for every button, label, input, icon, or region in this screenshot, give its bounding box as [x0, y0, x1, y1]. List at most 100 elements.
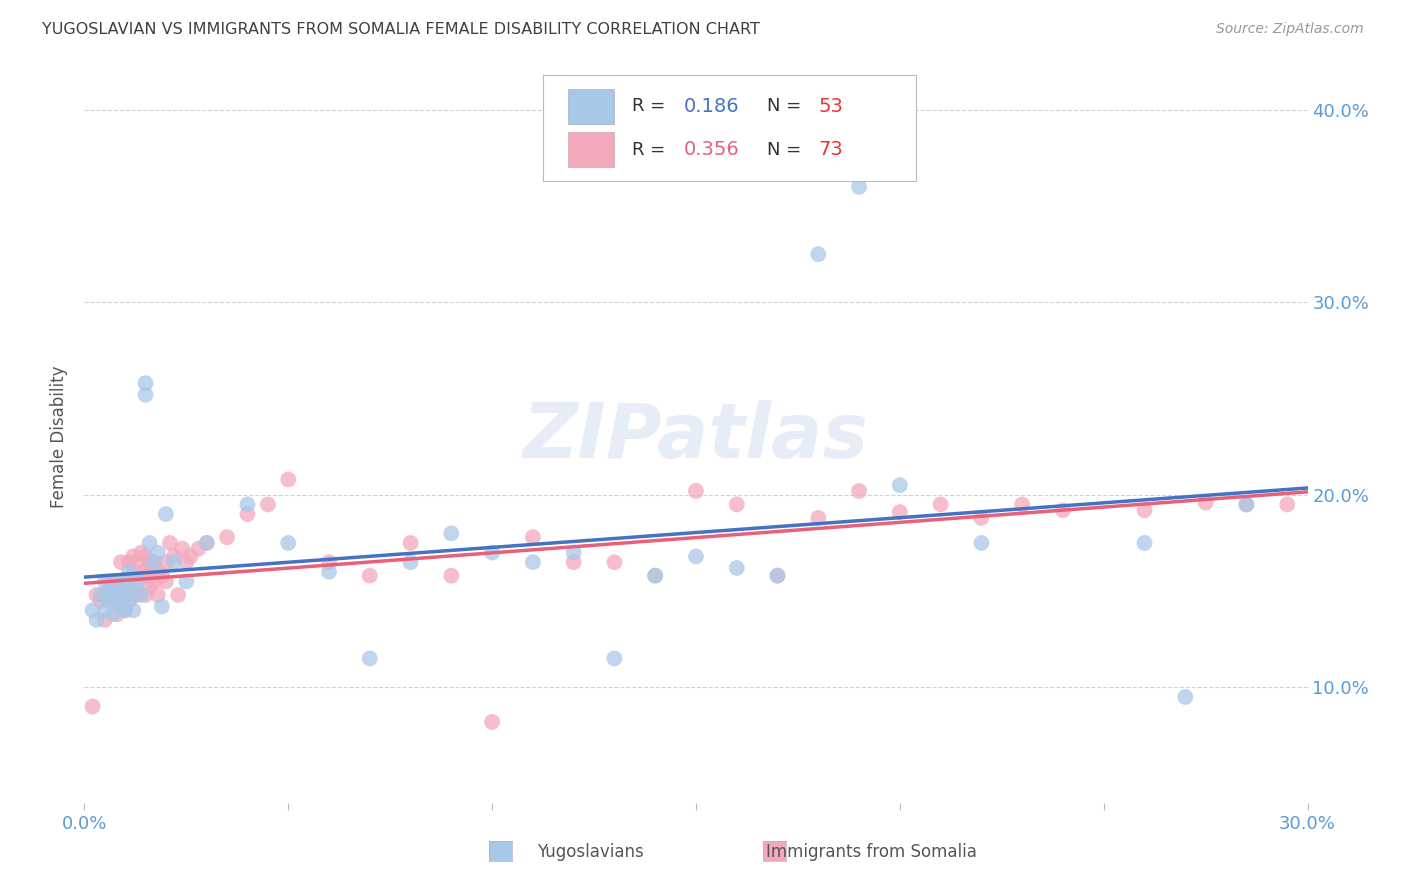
Point [105, 607, 128, 622]
Point [93, 613, 115, 627]
Text: Immigrants from Somalia: Immigrants from Somalia [766, 843, 977, 861]
Point [135, 549, 157, 564]
Point [146, 565, 169, 579]
Point [110, 574, 132, 589]
Point [159, 536, 181, 550]
Point [122, 588, 145, 602]
Point [685, 549, 707, 564]
Point [766, 568, 789, 582]
Point [118, 565, 141, 579]
Point [118, 593, 141, 607]
Point [1236, 498, 1258, 512]
Point [1195, 495, 1218, 509]
Point [135, 588, 157, 602]
Point [86, 588, 108, 602]
FancyBboxPatch shape [568, 89, 614, 124]
Point [127, 574, 149, 589]
Point [131, 565, 153, 579]
Text: Source: ZipAtlas.com: Source: ZipAtlas.com [1216, 22, 1364, 37]
Point [1133, 503, 1156, 517]
Point [163, 549, 186, 564]
Point [807, 247, 830, 261]
Point [86, 613, 108, 627]
Point [90, 588, 112, 602]
Point [110, 574, 132, 589]
Point [127, 574, 149, 589]
Point [155, 507, 177, 521]
Text: N =: N = [766, 141, 807, 159]
Text: ZIPatlas: ZIPatlas [523, 401, 869, 474]
Point [105, 593, 128, 607]
Point [131, 588, 153, 602]
Point [318, 565, 340, 579]
Point [150, 568, 173, 582]
Point [277, 536, 299, 550]
Point [105, 588, 128, 602]
FancyBboxPatch shape [568, 132, 614, 168]
Point [150, 599, 173, 614]
Point [97, 584, 120, 599]
Text: 0.356: 0.356 [683, 140, 740, 160]
Point [481, 714, 503, 729]
Point [138, 536, 160, 550]
Point [114, 588, 136, 602]
FancyBboxPatch shape [543, 75, 917, 181]
Point [257, 498, 280, 512]
Point [603, 651, 626, 665]
Point [110, 555, 132, 569]
Text: R =: R = [633, 97, 671, 115]
Point [135, 568, 157, 582]
Text: YUGOSLAVIAN VS IMMIGRANTS FROM SOMALIA FEMALE DISABILITY CORRELATION CHART: YUGOSLAVIAN VS IMMIGRANTS FROM SOMALIA F… [42, 22, 761, 37]
Point [174, 555, 197, 569]
Point [122, 568, 145, 582]
Point [122, 603, 145, 617]
Point [127, 555, 149, 569]
Point [399, 536, 422, 550]
Point [110, 593, 132, 607]
Point [318, 555, 340, 569]
Point [889, 505, 911, 519]
Point [766, 568, 789, 582]
Point [1236, 498, 1258, 512]
Y-axis label: Female Disability: Female Disability [51, 366, 69, 508]
Point [889, 478, 911, 492]
Point [82, 699, 104, 714]
Text: 0.186: 0.186 [683, 97, 740, 116]
Point [195, 536, 218, 550]
Point [970, 536, 993, 550]
Point [970, 511, 993, 525]
Point [155, 574, 177, 589]
Point [127, 588, 149, 602]
Point [440, 526, 463, 541]
Point [142, 555, 165, 569]
Text: 53: 53 [818, 97, 844, 116]
Point [146, 588, 169, 602]
Point [93, 603, 115, 617]
Point [1052, 503, 1074, 517]
Point [110, 599, 132, 614]
Point [155, 555, 177, 569]
Point [685, 483, 707, 498]
Point [725, 561, 748, 575]
Point [1011, 498, 1033, 512]
Point [138, 580, 160, 594]
Point [172, 541, 194, 556]
Point [146, 545, 169, 559]
Point [122, 584, 145, 599]
Point [179, 549, 201, 564]
Point [114, 574, 136, 589]
Point [195, 536, 218, 550]
Point [114, 603, 136, 617]
Point [929, 498, 952, 512]
Point [725, 498, 748, 512]
Point [135, 388, 157, 402]
Point [522, 530, 544, 544]
Point [90, 593, 112, 607]
Point [848, 179, 870, 194]
Point [97, 574, 120, 589]
Point [131, 545, 153, 559]
Point [481, 545, 503, 559]
Point [142, 574, 165, 589]
Point [167, 588, 190, 602]
Point [187, 541, 209, 556]
